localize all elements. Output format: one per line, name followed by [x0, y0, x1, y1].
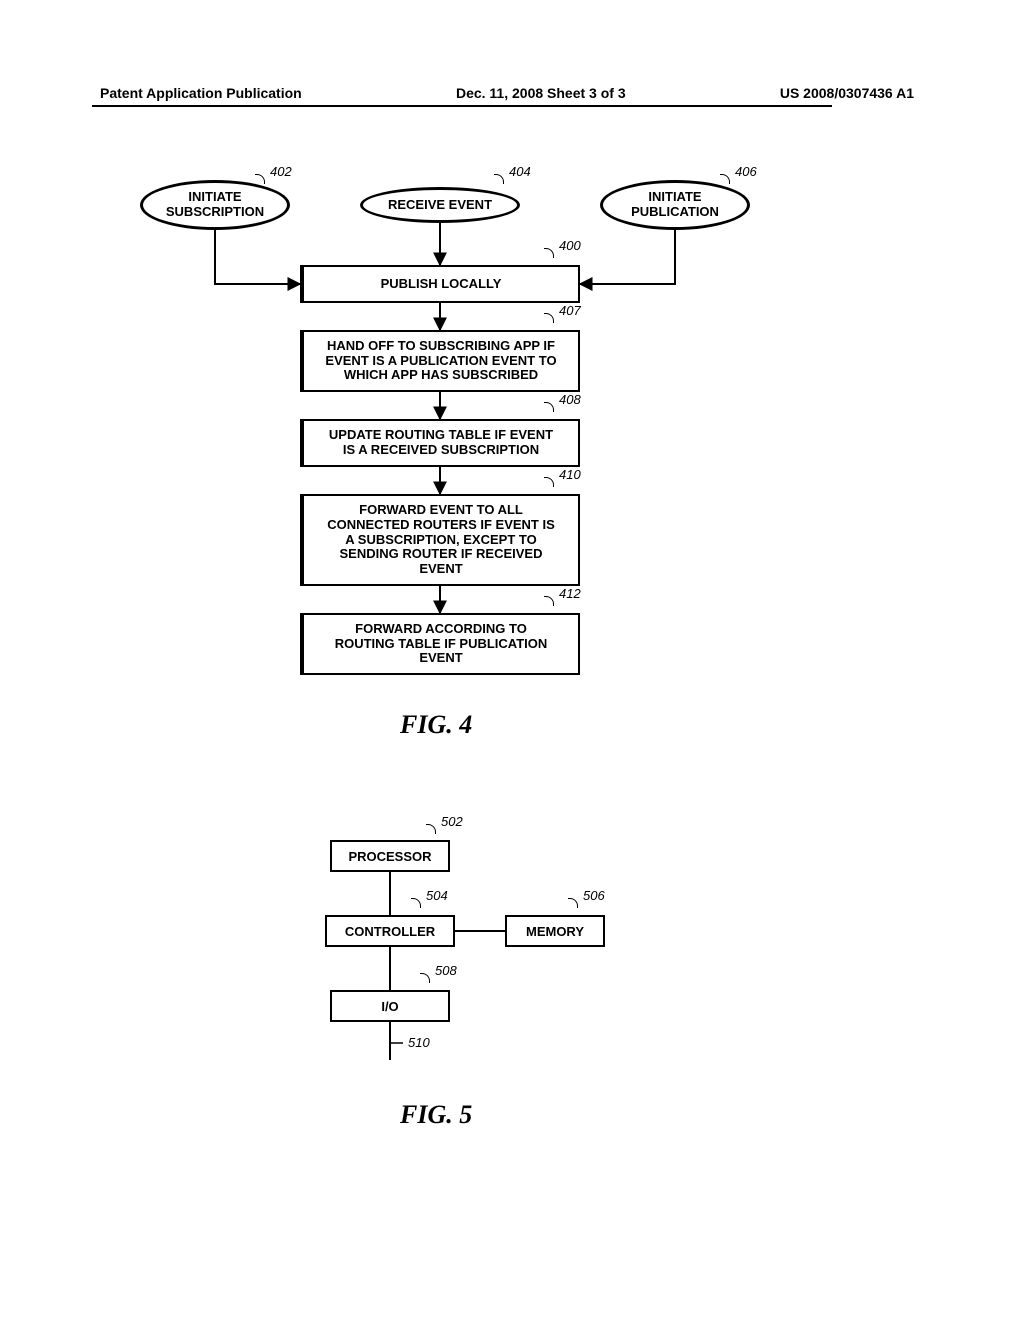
ref-hook-402 [255, 174, 265, 184]
box-508-text: I/O [381, 999, 398, 1014]
ref-hook-404 [494, 174, 504, 184]
ref-hook-502 [426, 824, 436, 834]
header-left: Patent Application Publication [100, 85, 302, 101]
box-502-text: PROCESSOR [348, 849, 431, 864]
ref-502: 502 [441, 814, 463, 829]
box-412-text: FORWARD ACCORDING TOROUTING TABLE IF PUB… [335, 622, 548, 667]
ref-407: 407 [559, 303, 581, 318]
ref-hook-406 [720, 174, 730, 184]
ref-402: 402 [270, 164, 292, 179]
box-506-text: MEMORY [526, 924, 584, 939]
ellipse-406-text: INITIATEPUBLICATION [631, 190, 719, 220]
ref-404: 404 [509, 164, 531, 179]
ref-412: 412 [559, 586, 581, 601]
box-controller: CONTROLLER [325, 915, 455, 947]
ref-hook-504 [411, 898, 421, 908]
box-504-text: CONTROLLER [345, 924, 435, 939]
box-407-text: HAND OFF TO SUBSCRIBING APP IFEVENT IS A… [325, 339, 556, 384]
ref-508: 508 [435, 963, 457, 978]
page-header: Patent Application Publication Dec. 11, … [0, 85, 1024, 101]
box-hand-off: HAND OFF TO SUBSCRIBING APP IFEVENT IS A… [300, 330, 580, 392]
ref-hook-412 [544, 596, 554, 606]
box-io: I/O [330, 990, 450, 1022]
ref-408: 408 [559, 392, 581, 407]
ref-504: 504 [426, 888, 448, 903]
header-center: Dec. 11, 2008 Sheet 3 of 3 [456, 85, 626, 101]
ref-hook-410 [544, 477, 554, 487]
box-publish-locally: PUBLISH LOCALLY [300, 265, 580, 303]
ellipse-receive-event: RECEIVE EVENT [360, 187, 520, 223]
ref-hook-407 [544, 313, 554, 323]
header-right: US 2008/0307436 A1 [780, 85, 914, 101]
ref-410: 410 [559, 467, 581, 482]
ref-406: 406 [735, 164, 757, 179]
ref-hook-400 [544, 248, 554, 258]
box-memory: MEMORY [505, 915, 605, 947]
ellipse-402-text: INITIATESUBSCRIPTION [166, 190, 264, 220]
ref-506: 506 [583, 888, 605, 903]
ellipse-404-text: RECEIVE EVENT [388, 198, 492, 213]
ref-510: 510 [408, 1035, 430, 1050]
ref-hook-508 [420, 973, 430, 983]
ellipse-initiate-publication: INITIATEPUBLICATION [600, 180, 750, 230]
fig4-caption: FIG. 4 [400, 710, 472, 740]
ref-400: 400 [559, 238, 581, 253]
box-update-routing: UPDATE ROUTING TABLE IF EVENTIS A RECEIV… [300, 419, 580, 467]
box-410-text: FORWARD EVENT TO ALLCONNECTED ROUTERS IF… [327, 503, 555, 578]
box-forward-routing: FORWARD ACCORDING TOROUTING TABLE IF PUB… [300, 613, 580, 675]
fig5-caption: FIG. 5 [400, 1100, 472, 1130]
header-rule [92, 105, 832, 107]
ref-hook-506 [568, 898, 578, 908]
box-processor: PROCESSOR [330, 840, 450, 872]
ref-hook-408 [544, 402, 554, 412]
box-400-text: PUBLISH LOCALLY [381, 277, 502, 292]
box-408-text: UPDATE ROUTING TABLE IF EVENTIS A RECEIV… [329, 428, 553, 458]
fig5-connectors [0, 830, 1024, 1130]
box-forward-all: FORWARD EVENT TO ALLCONNECTED ROUTERS IF… [300, 494, 580, 586]
ellipse-initiate-subscription: INITIATESUBSCRIPTION [140, 180, 290, 230]
